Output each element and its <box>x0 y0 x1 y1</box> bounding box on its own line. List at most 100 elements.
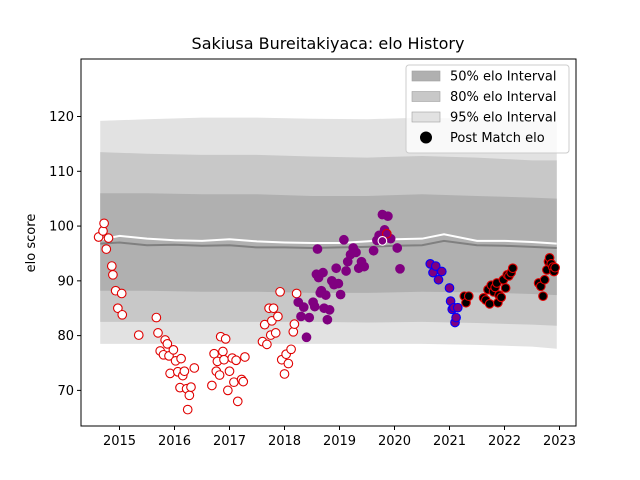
data-point <box>430 261 441 271</box>
data-point <box>189 363 200 373</box>
legend-label: Post Match elo <box>450 131 545 146</box>
data-point <box>224 366 235 377</box>
data-point <box>304 312 315 323</box>
data-point <box>275 286 285 297</box>
data-point <box>207 380 217 391</box>
data-point <box>550 262 560 273</box>
data-point <box>335 289 346 300</box>
x-tick-label: 2018 <box>268 434 301 449</box>
data-point <box>463 291 474 302</box>
x-tick-label: 2017 <box>213 434 246 449</box>
data-point <box>117 309 128 320</box>
data-point <box>182 404 193 415</box>
data-point <box>283 358 294 369</box>
data-point <box>395 263 405 274</box>
data-point <box>238 376 249 387</box>
legend-swatch <box>411 111 441 123</box>
data-point <box>452 302 463 313</box>
data-point <box>101 244 112 254</box>
x-tick-label: 2023 <box>543 434 576 449</box>
data-point <box>377 236 388 246</box>
x-tick-label: 2015 <box>103 434 136 449</box>
plot-frame <box>80 58 577 427</box>
data-point <box>232 396 243 407</box>
data-point <box>151 312 162 323</box>
y-tick-label: 120 <box>49 110 74 125</box>
data-point <box>168 345 179 355</box>
y-axis-label: elo score <box>24 214 39 273</box>
data-point <box>451 312 461 323</box>
data-point <box>298 302 309 312</box>
data-point <box>286 344 296 355</box>
data-point <box>383 211 393 222</box>
data-point <box>116 288 127 299</box>
legend-swatch <box>411 70 441 82</box>
data-point <box>112 303 123 314</box>
data-point <box>279 369 290 379</box>
data-point <box>240 352 250 362</box>
data-point <box>507 263 518 274</box>
x-tick-label: 2021 <box>433 434 466 449</box>
data-point <box>184 390 195 401</box>
data-point <box>538 291 548 302</box>
y-tick-label: 90 <box>57 274 74 289</box>
data-point <box>392 243 403 253</box>
x-tick-label: 2022 <box>488 434 521 449</box>
data-point <box>339 234 349 245</box>
data-point <box>179 366 190 377</box>
data-point <box>496 292 507 303</box>
median-line <box>100 239 557 249</box>
data-point <box>320 290 331 300</box>
data-point <box>331 263 342 274</box>
mean-line <box>100 233 557 245</box>
data-point <box>133 330 144 340</box>
data-point <box>153 328 163 338</box>
data-point <box>351 247 361 258</box>
data-point <box>289 319 300 329</box>
data-point <box>381 228 392 239</box>
x-tick-label: 2019 <box>323 434 356 449</box>
data-point <box>318 267 328 278</box>
data-point <box>309 301 320 312</box>
data-point <box>165 368 175 379</box>
data-point <box>99 218 109 229</box>
y-tick-label: 100 <box>49 220 74 235</box>
data-point <box>341 266 351 276</box>
data-point <box>539 274 550 285</box>
data-point <box>484 299 495 309</box>
data-point <box>176 353 186 364</box>
data-point <box>433 274 444 285</box>
data-point <box>268 303 279 314</box>
data-point <box>322 314 333 325</box>
data-point <box>359 261 370 272</box>
data-point <box>270 328 281 338</box>
data-point <box>220 334 231 344</box>
data-point <box>106 261 117 271</box>
data-point <box>296 311 306 322</box>
y-tick-label: 80 <box>57 329 74 344</box>
data-point <box>186 382 196 392</box>
data-point <box>162 338 173 349</box>
legend-swatch <box>411 91 441 102</box>
data-point <box>108 269 118 280</box>
data-point <box>219 354 229 365</box>
data-point <box>218 346 228 357</box>
data-point <box>312 244 323 254</box>
data-point <box>324 305 335 315</box>
legend-marker <box>420 131 432 144</box>
legend-label: 50% elo Interval <box>450 70 557 85</box>
data-point <box>214 370 225 380</box>
legend: 50% elo Interval 80% elo Interval 95% elo … <box>405 64 570 154</box>
x-tick-label: 2020 <box>378 434 411 449</box>
chart-title: Sakiusa Bureitakiyaca: elo History <box>192 34 465 53</box>
data-point <box>223 385 233 396</box>
data-point <box>301 332 312 343</box>
data-point <box>273 311 283 322</box>
y-tick-label: 70 <box>57 384 74 399</box>
data-point <box>333 278 344 289</box>
legend-label: 95% elo Interval <box>450 111 557 126</box>
data-point <box>262 339 272 350</box>
x-tick-label: 2016 <box>158 434 191 449</box>
legend-box <box>405 64 570 154</box>
